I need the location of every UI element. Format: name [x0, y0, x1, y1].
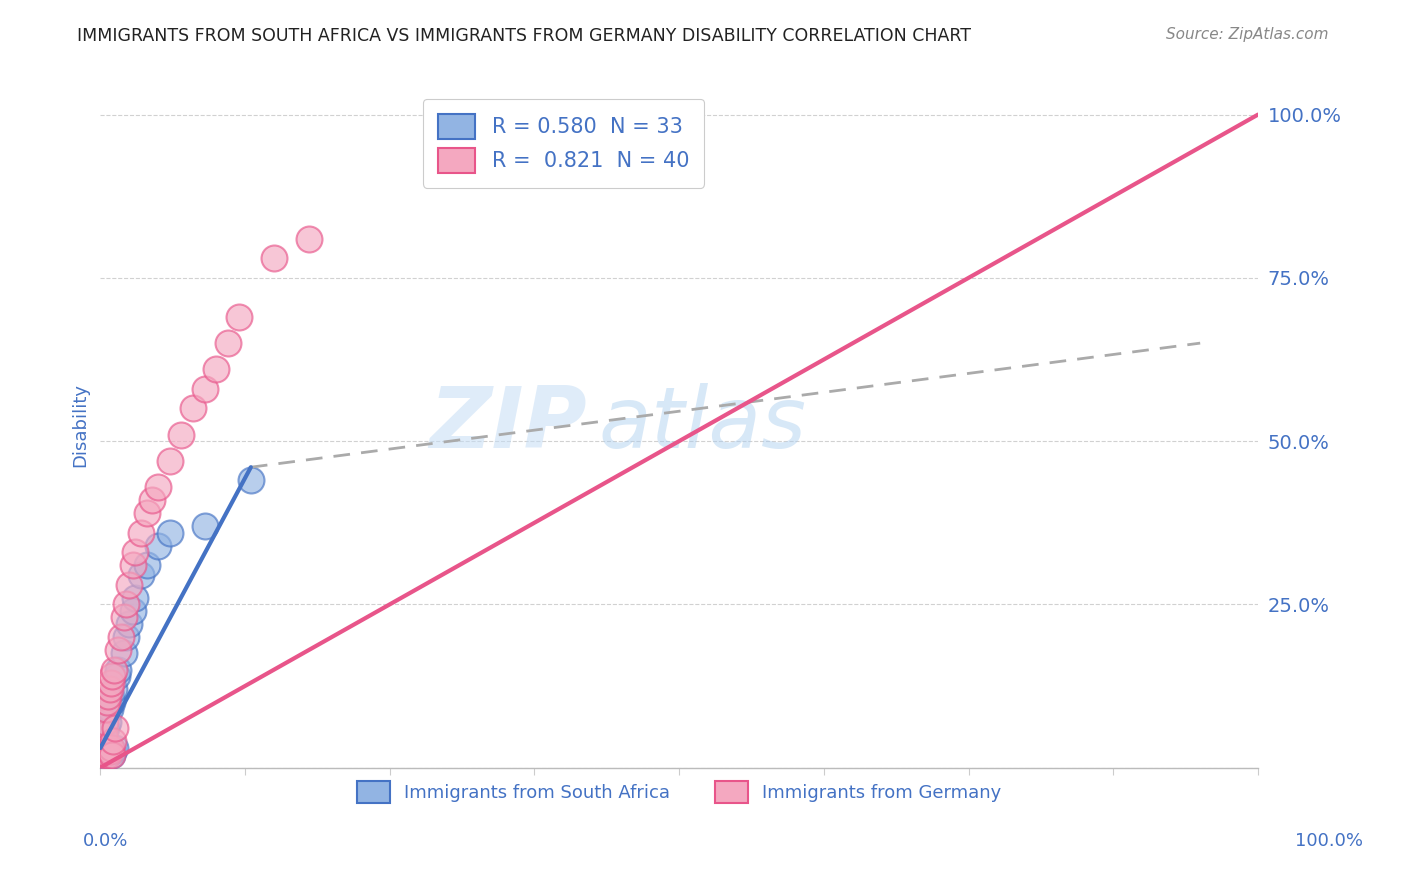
Point: [98, 702, 121, 716]
Point: [94, 722, 117, 736]
Point: [101, 734, 124, 748]
Point: [94, 714, 117, 729]
Point: [93, 728, 115, 742]
Point: [101, 669, 124, 683]
Point: [141, 492, 163, 507]
Point: [121, 558, 143, 573]
Point: [103, 682, 125, 697]
Point: [96, 695, 118, 709]
Point: [98, 682, 121, 697]
Point: [112, 610, 135, 624]
Point: [91, 747, 114, 762]
Point: [135, 558, 157, 573]
Text: 100.0%: 100.0%: [1295, 831, 1362, 849]
Point: [93, 744, 115, 758]
Point: [129, 568, 152, 582]
Y-axis label: Disability: Disability: [72, 383, 89, 467]
Point: [91, 747, 114, 762]
Point: [124, 591, 146, 605]
Point: [101, 747, 124, 762]
Point: [100, 689, 122, 703]
Text: IMMIGRANTS FROM SOUTH AFRICA VS IMMIGRANTS FROM GERMANY DISABILITY CORRELATION C: IMMIGRANTS FROM SOUTH AFRICA VS IMMIGRAN…: [77, 27, 972, 45]
Point: [170, 427, 193, 442]
Point: [129, 525, 152, 540]
Point: [94, 722, 117, 736]
Point: [228, 310, 250, 324]
Point: [114, 630, 136, 644]
Point: [100, 744, 122, 758]
Point: [94, 744, 117, 758]
Point: [105, 669, 128, 683]
Point: [104, 741, 127, 756]
Point: [96, 744, 118, 758]
Point: [135, 506, 157, 520]
Point: [100, 741, 122, 756]
Text: 0.0%: 0.0%: [83, 831, 128, 849]
Point: [93, 734, 115, 748]
Point: [124, 545, 146, 559]
Point: [107, 663, 129, 677]
Point: [205, 362, 228, 376]
Point: [193, 519, 215, 533]
Point: [239, 473, 262, 487]
Point: [148, 539, 170, 553]
Point: [107, 643, 129, 657]
Point: [114, 598, 136, 612]
Point: [193, 382, 215, 396]
Point: [101, 747, 124, 762]
Point: [217, 336, 239, 351]
Point: [100, 675, 122, 690]
Point: [98, 744, 121, 758]
Point: [98, 744, 121, 758]
Point: [96, 695, 118, 709]
Point: [181, 401, 204, 416]
Point: [97, 747, 120, 762]
Point: [121, 604, 143, 618]
Point: [298, 232, 321, 246]
Point: [159, 453, 181, 467]
Point: [148, 480, 170, 494]
Point: [103, 663, 125, 677]
Point: [104, 722, 127, 736]
Point: [96, 744, 118, 758]
Point: [101, 695, 124, 709]
Text: ZIP: ZIP: [429, 384, 586, 467]
Point: [101, 744, 124, 758]
Point: [93, 741, 115, 756]
Point: [94, 708, 117, 723]
Point: [112, 646, 135, 660]
Text: atlas: atlas: [598, 384, 806, 467]
Point: [94, 702, 117, 716]
Legend: Immigrants from South Africa, Immigrants from Germany: Immigrants from South Africa, Immigrants…: [350, 773, 1008, 810]
Point: [118, 616, 141, 631]
Point: [97, 741, 120, 756]
Point: [97, 714, 120, 729]
Point: [110, 630, 132, 644]
Point: [94, 741, 117, 756]
Point: [118, 578, 141, 592]
Point: [94, 744, 117, 758]
Point: [97, 689, 120, 703]
Point: [263, 251, 285, 265]
Text: Source: ZipAtlas.com: Source: ZipAtlas.com: [1166, 27, 1329, 42]
Point: [159, 525, 181, 540]
